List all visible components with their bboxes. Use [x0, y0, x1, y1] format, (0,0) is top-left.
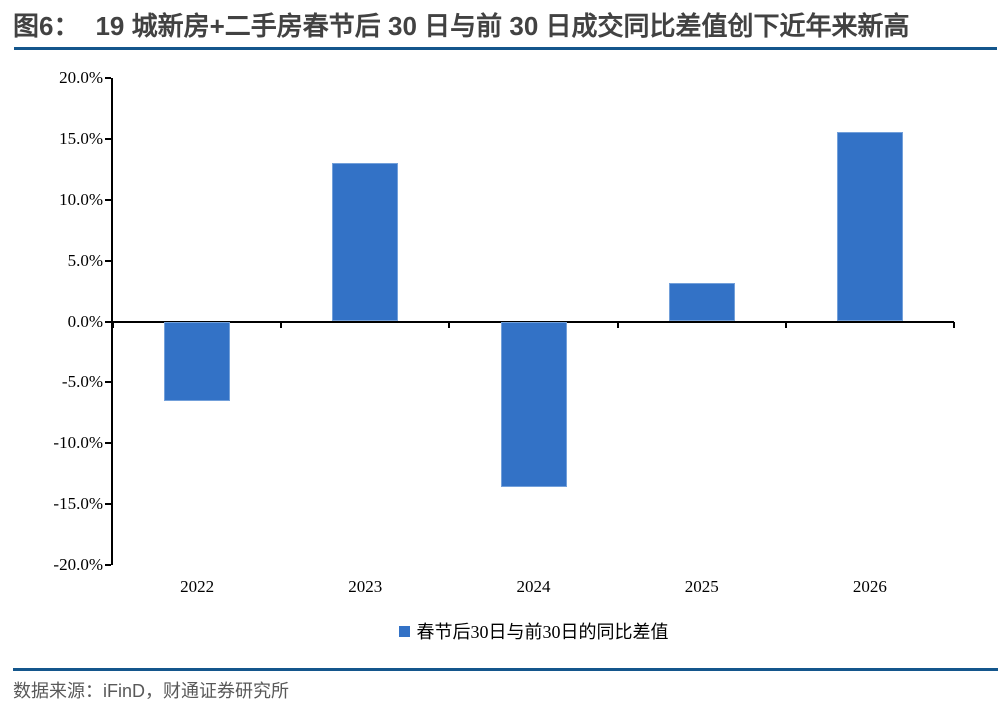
- y-tick-label: 5.0%: [67, 250, 103, 270]
- y-tick-mark: [105, 442, 111, 445]
- title-underline: [14, 47, 997, 50]
- bar-2024: [500, 321, 567, 488]
- y-tick-label: -5.0%: [61, 372, 103, 392]
- legend-swatch-icon: [398, 625, 410, 637]
- footer-rule: [13, 668, 998, 671]
- y-tick-label: 0.0%: [67, 311, 103, 331]
- x-tick-mark: [112, 321, 114, 328]
- y-tick-mark: [105, 137, 111, 140]
- bar-2022: [164, 321, 231, 401]
- chart-legend: 春节后30日与前30日的同比差值: [113, 619, 954, 643]
- y-tick-label: -15.0%: [53, 494, 103, 514]
- y-tick-mark: [105, 503, 111, 506]
- x-tick-mark: [953, 321, 955, 328]
- y-tick-mark: [105, 77, 111, 79]
- x-tick-mark: [616, 321, 619, 328]
- y-tick-mark: [105, 259, 111, 262]
- bar-2025: [668, 282, 735, 322]
- y-tick-mark: [105, 381, 111, 384]
- x-tick-label-2024: 2024: [516, 577, 551, 596]
- y-tick-label: 20.0%: [59, 68, 103, 87]
- legend-label: 春节后30日与前30日的同比差值: [416, 622, 669, 642]
- y-tick-mark: [105, 198, 111, 201]
- figure-label: 图6：: [13, 11, 80, 41]
- y-tick-label: 15.0%: [59, 128, 103, 148]
- x-tick-mark: [280, 321, 283, 328]
- y-tick-label: 10.0%: [59, 189, 103, 209]
- x-tick-label-2023: 2023: [348, 577, 383, 596]
- x-tick-label-2022: 2022: [180, 577, 215, 596]
- data-source: 数据来源：iFinD，财通证券研究所: [13, 681, 290, 701]
- x-tick-mark: [784, 321, 787, 328]
- x-tick-label-2025: 2025: [684, 577, 719, 596]
- figure-header: 图6： 19 城新房+二手房春节后 30 日与前 30 日成交同比差值创下近年来新…: [13, 9, 910, 43]
- x-tick-mark: [448, 321, 451, 328]
- y-tick-mark: [105, 320, 111, 323]
- y-tick-label: -10.0%: [53, 433, 103, 453]
- bar-2023: [332, 163, 399, 322]
- y-tick-label: -20.0%: [53, 555, 103, 574]
- figure-title: 19 城新房+二手房春节后 30 日与前 30 日成交同比差值创下近年来新高: [95, 11, 910, 41]
- x-tick-label-2026: 2026: [852, 577, 887, 596]
- y-tick-mark: [105, 564, 111, 566]
- bar-2026: [836, 131, 903, 322]
